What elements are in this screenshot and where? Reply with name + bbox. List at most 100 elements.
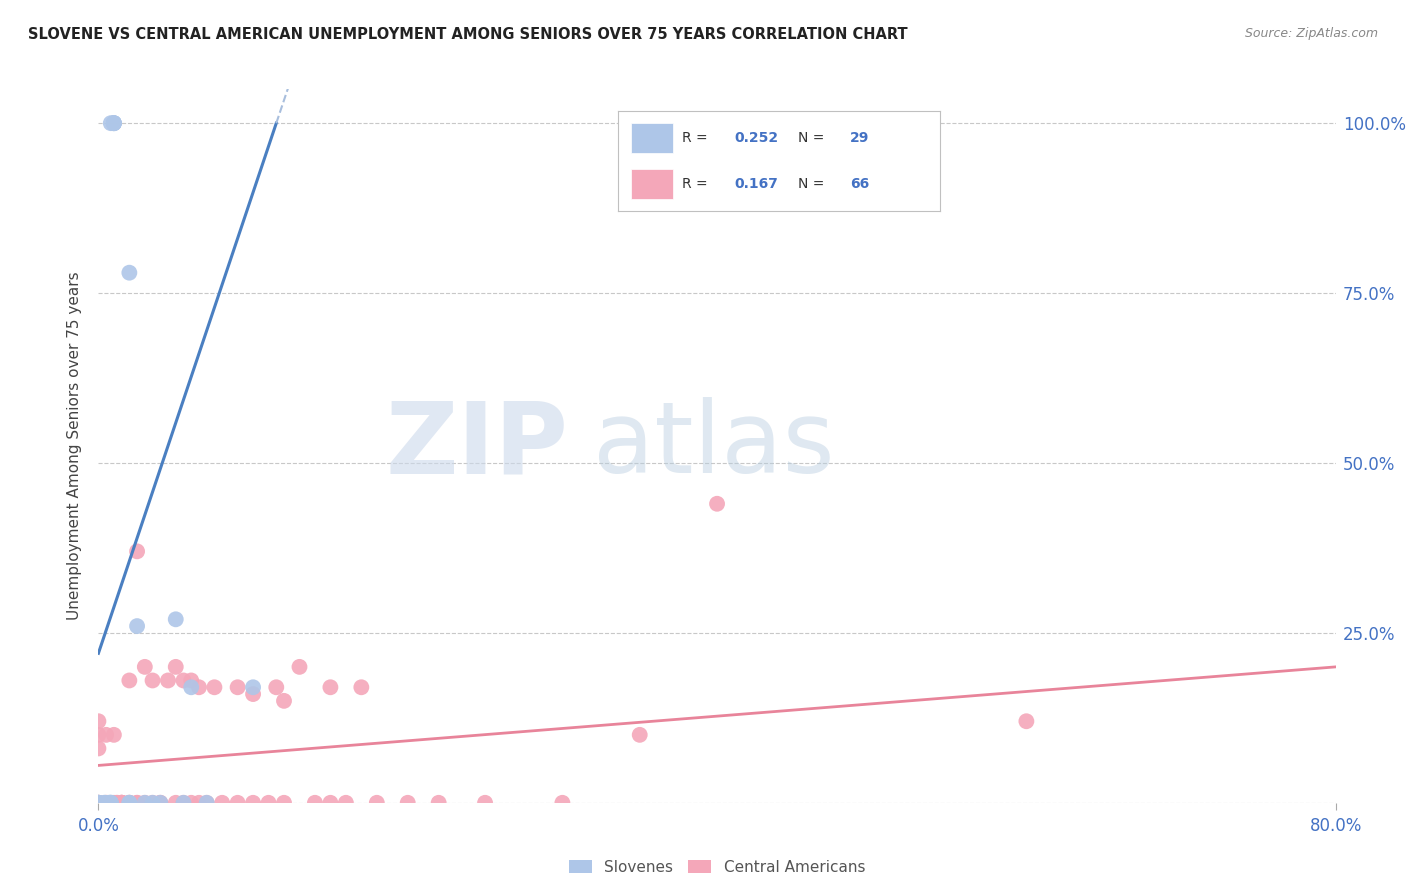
Point [127, 619, 149, 633]
Point [204, 680, 226, 694]
Point [118, 266, 141, 280]
Point [273, 796, 295, 810]
Point [111, 796, 134, 810]
Point [111, 796, 134, 810]
Point [134, 660, 156, 674]
Point [118, 796, 141, 810]
Y-axis label: Unemployment Among Seniors over 75 years: Unemployment Among Seniors over 75 years [67, 272, 83, 620]
Point [165, 796, 187, 810]
Point [173, 796, 195, 810]
Point [266, 680, 288, 694]
Point [628, 728, 651, 742]
Point [142, 796, 165, 810]
Point [149, 796, 172, 810]
Point [173, 796, 195, 810]
Point [134, 796, 156, 810]
Point [180, 680, 202, 694]
Point [288, 660, 311, 674]
Point [226, 680, 249, 694]
Point [188, 680, 211, 694]
Point [319, 796, 342, 810]
Point [226, 796, 249, 810]
Point [195, 796, 218, 810]
Point [96, 796, 118, 810]
Point [165, 660, 187, 674]
Point [93, 796, 115, 810]
Point [111, 796, 134, 810]
Point [118, 673, 141, 688]
Point [87, 796, 110, 810]
Point [180, 796, 202, 810]
Point [157, 673, 180, 688]
Point [87, 796, 110, 810]
Point [142, 796, 165, 810]
Point [103, 116, 125, 130]
Point [149, 796, 172, 810]
Point [242, 687, 264, 701]
Point [105, 796, 128, 810]
Point [103, 116, 125, 130]
Point [118, 796, 141, 810]
Point [242, 680, 264, 694]
Point [111, 796, 134, 810]
Point [103, 116, 125, 130]
Point [706, 497, 728, 511]
Point [427, 796, 450, 810]
Point [87, 796, 110, 810]
Point [87, 728, 110, 742]
Point [111, 796, 134, 810]
Point [242, 796, 264, 810]
Point [366, 796, 388, 810]
Point [100, 796, 122, 810]
Point [118, 796, 141, 810]
Point [118, 796, 141, 810]
Point [335, 796, 357, 810]
Point [87, 741, 110, 756]
Point [105, 796, 128, 810]
Point [188, 796, 211, 810]
Point [134, 796, 156, 810]
Point [100, 796, 122, 810]
Point [127, 796, 149, 810]
Point [257, 796, 280, 810]
Point [142, 673, 165, 688]
Point [350, 680, 373, 694]
Point [396, 796, 419, 810]
Point [111, 796, 134, 810]
Point [149, 796, 172, 810]
Text: SLOVENE VS CENTRAL AMERICAN UNEMPLOYMENT AMONG SENIORS OVER 75 YEARS CORRELATION: SLOVENE VS CENTRAL AMERICAN UNEMPLOYMENT… [28, 27, 908, 42]
Point [93, 796, 115, 810]
Point [319, 680, 342, 694]
Point [211, 796, 233, 810]
Point [1015, 714, 1038, 729]
Text: ZIP: ZIP [385, 398, 568, 494]
Point [87, 796, 110, 810]
Point [127, 544, 149, 558]
Point [96, 796, 118, 810]
Legend: Slovenes, Central Americans: Slovenes, Central Americans [562, 854, 872, 880]
Point [100, 796, 122, 810]
Point [98, 796, 121, 810]
Point [87, 796, 110, 810]
Point [173, 673, 195, 688]
Point [127, 796, 149, 810]
Point [195, 796, 218, 810]
Point [304, 796, 326, 810]
Text: Source: ZipAtlas.com: Source: ZipAtlas.com [1244, 27, 1378, 40]
Point [118, 796, 141, 810]
Text: atlas: atlas [593, 398, 835, 494]
Point [96, 728, 118, 742]
Point [103, 116, 125, 130]
Point [100, 796, 122, 810]
Point [87, 714, 110, 729]
Point [98, 796, 121, 810]
Point [100, 116, 122, 130]
Point [551, 796, 574, 810]
Point [474, 796, 496, 810]
Point [103, 796, 125, 810]
Point [87, 796, 110, 810]
Point [180, 673, 202, 688]
Point [103, 728, 125, 742]
Point [87, 796, 110, 810]
Point [165, 612, 187, 626]
